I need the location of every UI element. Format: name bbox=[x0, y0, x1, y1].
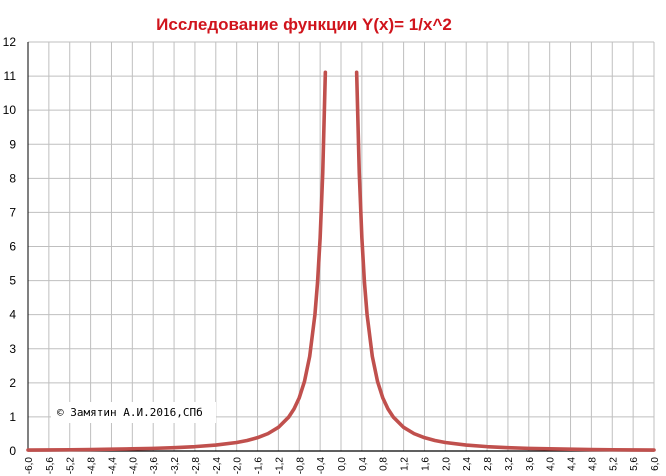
y-tick-label: 7 bbox=[9, 205, 16, 219]
x-tick-label: -4,0 bbox=[128, 457, 139, 475]
chart-title: Исследование функции Y(x)= 1/x^2 bbox=[156, 15, 452, 34]
x-tick-label: -2,8 bbox=[191, 457, 202, 475]
copyright-symbol: © bbox=[57, 406, 64, 419]
x-tick-label: -4,4 bbox=[107, 457, 118, 475]
x-tick-label: 2,4 bbox=[462, 457, 473, 471]
x-tick-label: 3,6 bbox=[525, 457, 536, 471]
x-tick-label: 4,0 bbox=[546, 457, 557, 471]
y-tick-label: 8 bbox=[9, 171, 16, 185]
y-tick-label: 3 bbox=[9, 342, 16, 356]
x-tick-label: 5,6 bbox=[629, 457, 640, 471]
y-tick-label: 9 bbox=[9, 137, 16, 151]
y-tick-label: 6 bbox=[9, 240, 16, 254]
axis-layer bbox=[27, 42, 654, 452]
x-tick-label: 5,2 bbox=[608, 457, 619, 471]
x-tick-label: -3,6 bbox=[149, 457, 160, 475]
x-tick-label: -0,4 bbox=[316, 457, 327, 475]
x-tick-label: 2,0 bbox=[441, 457, 452, 471]
y-tick-label: 5 bbox=[9, 274, 16, 288]
series-line-2 bbox=[354, 70, 656, 452]
y-tick-label: 4 bbox=[9, 308, 16, 322]
grid-layer bbox=[27, 41, 655, 452]
x-tick-label: -1,6 bbox=[254, 457, 265, 475]
x-tick-label: 4,4 bbox=[567, 457, 578, 471]
y-tick-label: 10 bbox=[3, 103, 17, 117]
copyright-note: © Замятин А.И.2016,СПб bbox=[51, 402, 216, 423]
y-tick-label: 11 bbox=[4, 69, 17, 83]
x-tick-label: 0,4 bbox=[358, 457, 369, 471]
x-tick-label: -0,8 bbox=[295, 457, 306, 475]
x-tick-label: 3,2 bbox=[504, 457, 515, 471]
x-tick-label: 1,2 bbox=[400, 457, 411, 471]
x-tick-label: 2,8 bbox=[483, 457, 494, 471]
series-layer bbox=[26, 70, 656, 452]
x-tick-label: 0,8 bbox=[379, 457, 390, 471]
x-tick-label: -2,0 bbox=[233, 457, 244, 475]
x-tick-label: -5,6 bbox=[45, 457, 56, 475]
x-tick-label: 0,0 bbox=[337, 457, 348, 471]
x-tick-label: -2,4 bbox=[212, 457, 223, 475]
x-tick-label: -1,2 bbox=[274, 457, 285, 475]
y-tick-label: 1 bbox=[9, 410, 16, 424]
x-tick-label: 6,0 bbox=[650, 457, 661, 471]
x-tick-label: -3,2 bbox=[170, 457, 181, 475]
y-tick-label: 0 bbox=[9, 444, 16, 458]
x-tick-label: 4,8 bbox=[587, 457, 598, 471]
x-tick-label: -4,8 bbox=[87, 457, 98, 475]
y-tick-label: 12 bbox=[3, 35, 17, 49]
copyright-text: Замятин А.И.2016,СПб bbox=[70, 406, 203, 419]
y-tick-label: 2 bbox=[9, 376, 16, 390]
x-tick-label: -5,2 bbox=[66, 457, 77, 475]
series-line-1 bbox=[26, 70, 328, 452]
x-tick-label: 1,6 bbox=[420, 457, 431, 471]
x-tick-label: -6,0 bbox=[24, 457, 35, 475]
